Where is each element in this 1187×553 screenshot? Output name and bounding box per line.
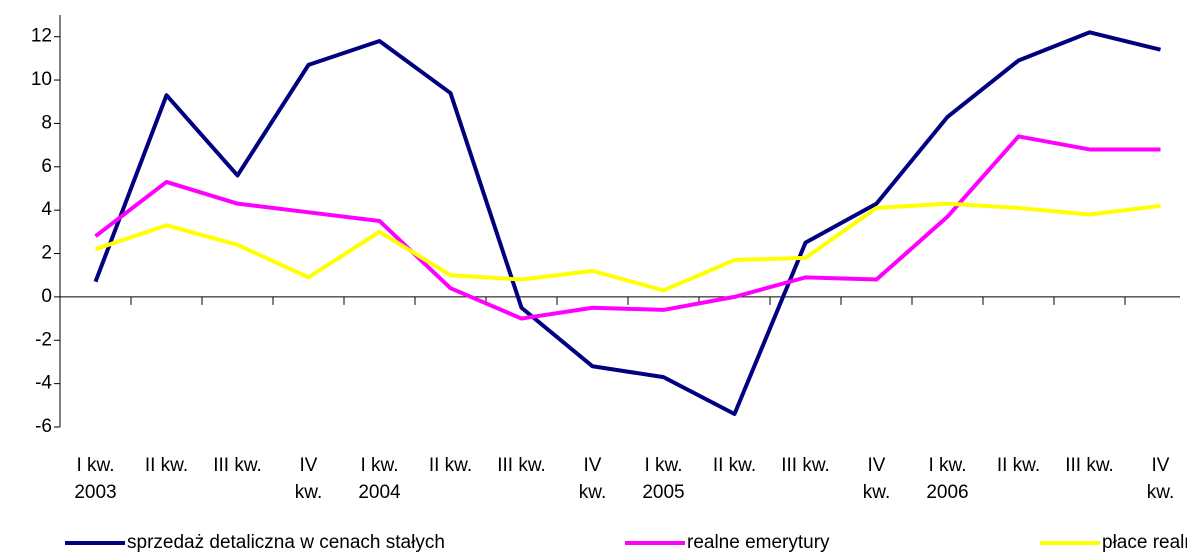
y-tick-label: -2 <box>35 329 52 350</box>
y-tick-label: 8 <box>41 112 52 133</box>
x-tick-label: IV <box>1152 455 1170 476</box>
x-tick-label: 2005 <box>642 482 684 503</box>
x-tick-label: 2004 <box>358 482 401 503</box>
x-tick-label: I kw. <box>928 455 966 476</box>
y-tick-label: -4 <box>35 373 52 394</box>
x-tick-label: I kw. <box>76 455 114 476</box>
x-tick-label: kw. <box>863 482 890 503</box>
x-tick-label: II kw. <box>713 455 756 476</box>
x-tick-label: 2003 <box>74 482 116 503</box>
y-tick-label: 6 <box>41 156 52 177</box>
x-tick-label: II kw. <box>145 455 188 476</box>
y-tick-label: -6 <box>35 416 52 437</box>
x-tick-label: I kw. <box>644 455 682 476</box>
x-tick-label: 2006 <box>926 482 968 503</box>
series-line <box>93 30 1161 416</box>
y-tick-label: 10 <box>31 69 52 90</box>
x-tick-label: kw. <box>295 482 322 503</box>
x-tick-label: kw. <box>579 482 606 503</box>
x-tick-label: III kw. <box>781 455 830 476</box>
x-tick-label: II kw. <box>429 455 472 476</box>
x-tick-label: IV <box>584 455 602 476</box>
legend-label: realne emerytury <box>687 532 830 553</box>
y-tick-label: 2 <box>41 243 52 264</box>
legend-label: płace realne <box>1102 532 1187 553</box>
x-tick-label: I kw. <box>360 455 398 476</box>
y-tick-label: 4 <box>41 199 52 220</box>
x-tick-label: III kw. <box>497 455 546 476</box>
y-tick-label: 12 <box>31 26 52 47</box>
y-tick-label: 0 <box>41 286 52 307</box>
x-tick-label: III kw. <box>213 455 262 476</box>
x-tick-label: III kw. <box>1065 455 1114 476</box>
legend-label: sprzedaż detaliczna w cenach stałych <box>127 532 445 553</box>
x-tick-label: II kw. <box>997 455 1040 476</box>
series-line <box>94 134 1161 321</box>
x-tick-label: IV <box>868 455 886 476</box>
x-tick-label: kw. <box>1147 482 1174 503</box>
series-line <box>94 201 1161 293</box>
x-tick-label: IV <box>300 455 318 476</box>
